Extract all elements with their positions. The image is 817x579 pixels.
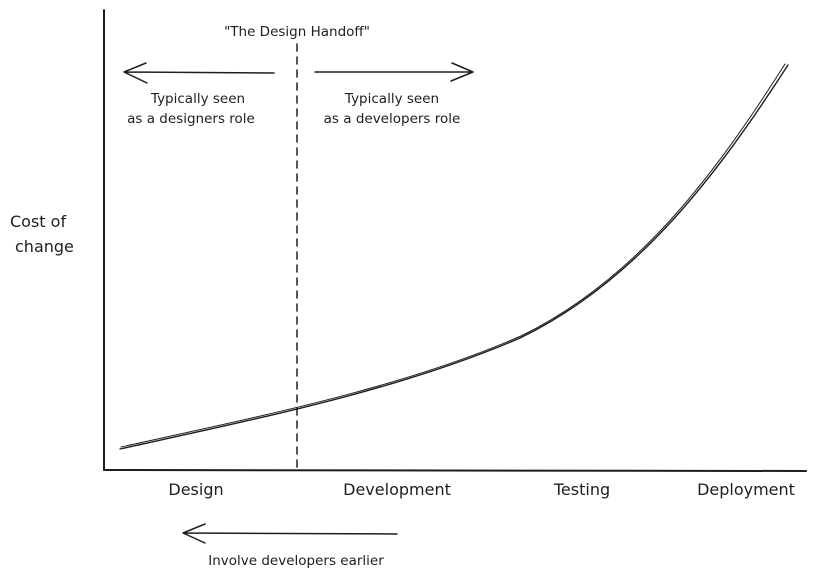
right-arrow	[314, 62, 474, 82]
left-arrow	[123, 62, 275, 84]
handoff-label: "The Design Handoff"	[224, 24, 370, 40]
bottom-arrow	[182, 523, 398, 544]
left-note-line-2: as a designers role	[127, 111, 255, 127]
bottom-note: Involve developers earlier	[208, 553, 384, 569]
stage-development: Development	[343, 480, 451, 499]
cost-curve	[119, 64, 789, 450]
right-note-line-1: Typically seen	[344, 91, 439, 107]
y-axis-label-line-1: Cost of	[10, 212, 66, 231]
left-note-line-1: Typically seen	[150, 91, 245, 107]
x-axis	[103, 469, 807, 472]
stage-deployment: Deployment	[697, 480, 795, 499]
stage-design: Design	[168, 480, 223, 499]
stage-testing: Testing	[553, 480, 610, 499]
cost-curve-sketch	[120, 63, 786, 448]
y-axis-label-line-2: change	[15, 237, 74, 256]
right-note-line-2: as a developers role	[324, 111, 461, 127]
